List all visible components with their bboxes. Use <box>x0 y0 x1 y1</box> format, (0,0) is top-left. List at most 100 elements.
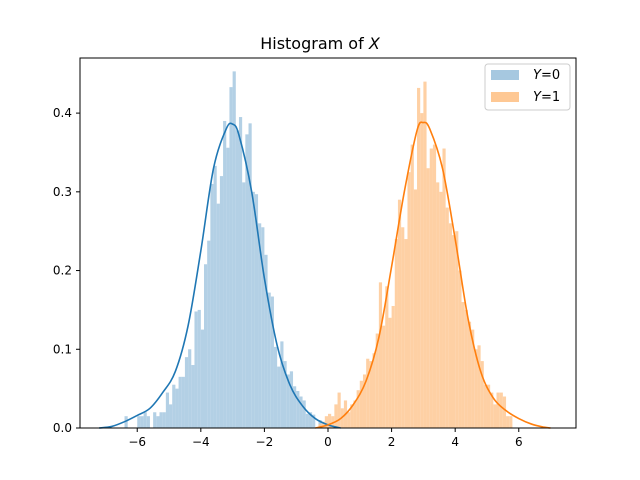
bar-series1-bin60 <box>509 416 513 428</box>
bar-series1-bin0 <box>318 424 322 428</box>
bar-series1-bin14 <box>362 374 367 428</box>
bar-series1-bin58 <box>502 396 507 428</box>
bar-series0-bin46 <box>270 296 274 428</box>
bar-series1-bin40 <box>445 207 449 428</box>
bar-series0-bin17 <box>178 376 182 428</box>
bar-series1-bin36 <box>432 144 437 428</box>
bar-series0-bin21 <box>191 365 195 428</box>
chart-title-variable: X <box>368 34 381 53</box>
bar-series0-bin10 <box>156 416 160 428</box>
x-tick-label-2: −2 <box>256 435 274 449</box>
bar-series1-bin5 <box>334 404 338 428</box>
bar-series0-bin16 <box>175 388 179 428</box>
bar-series1-bin52 <box>483 384 487 428</box>
legend-swatch-y1 <box>491 92 519 102</box>
bar-series1-bin23 <box>391 305 395 428</box>
bar-series0-bin25 <box>204 264 208 428</box>
y-tick-label-4: 0.4 <box>53 106 72 120</box>
x-tick-label-6: 6 <box>515 435 523 449</box>
bar-series0-bin20 <box>188 349 192 428</box>
y-tick-label-1: 0.1 <box>53 342 72 356</box>
plot-area-frame <box>79 57 577 429</box>
bar-series1-bin27 <box>404 239 408 428</box>
bar-series0-bin48 <box>277 366 281 428</box>
bar-series0-bin57 <box>305 413 309 428</box>
bar-series1-bin37 <box>436 182 440 428</box>
bar-series1-bin6 <box>337 392 341 428</box>
series-1-bars <box>318 81 513 429</box>
bar-series1-bin56 <box>496 392 500 428</box>
bar-series1-bin11 <box>353 400 357 428</box>
bar-series1-bin46 <box>464 309 468 428</box>
bar-series0-bin31 <box>223 120 227 428</box>
legend-label-y0: Y=0 <box>533 68 560 83</box>
bar-series1-bin22 <box>388 317 392 428</box>
bar-series0-bin9 <box>153 412 157 428</box>
bar-series1-bin35 <box>429 148 433 428</box>
bar-series0-bin45 <box>267 292 271 428</box>
bar-series1-bin9 <box>347 412 351 428</box>
bar-series1-bin20 <box>382 325 386 428</box>
bar-series0-bin5 <box>140 416 144 428</box>
bar-series0-bin49 <box>280 341 284 428</box>
bar-series1-bin54 <box>490 392 494 428</box>
bar-series0-bin33 <box>229 87 233 428</box>
bar-series1-bin29 <box>410 144 414 428</box>
bar-series1-bin26 <box>401 227 405 428</box>
legend-label-y1-var: Y <box>533 90 542 105</box>
bar-series0-bin34 <box>232 71 236 428</box>
bar-series0-bin37 <box>242 182 246 428</box>
bar-series1-bin39 <box>442 148 446 428</box>
density-curve-series0 <box>98 122 341 429</box>
bar-series0-bin44 <box>264 254 268 428</box>
bar-series1-bin59 <box>506 416 510 428</box>
bar-series0-bin14 <box>169 404 173 428</box>
bar-series0-bin11 <box>159 412 163 428</box>
bar-series0-bin54 <box>296 391 300 428</box>
bar-series1-bin42 <box>452 235 456 428</box>
bar-series0-bin27 <box>210 183 214 428</box>
bar-series0-bin55 <box>299 396 303 428</box>
bar-series1-bin43 <box>455 231 459 428</box>
bar-series1-bin10 <box>350 404 354 428</box>
bar-series0-bin41 <box>254 194 259 428</box>
bar-series1-bin45 <box>461 302 465 428</box>
density-curves <box>98 121 551 429</box>
bar-series1-bin51 <box>480 361 484 428</box>
bar-series0-bin47 <box>273 346 278 428</box>
bar-series1-bin57 <box>499 392 503 428</box>
bar-series1-bin2 <box>324 416 328 428</box>
bar-series0-bin58 <box>308 412 313 428</box>
bar-series1-bin48 <box>471 329 475 428</box>
bar-series0-bin13 <box>165 392 170 428</box>
y-tick-label-0: 0.0 <box>53 421 72 435</box>
bar-series1-bin34 <box>426 168 430 428</box>
bar-series1-bin3 <box>328 413 332 428</box>
bar-series0-bin23 <box>197 309 201 428</box>
bar-series1-bin38 <box>439 191 443 428</box>
bar-series0-bin51 <box>286 374 290 428</box>
bar-series0-bin53 <box>293 386 297 428</box>
bar-series0-bin40 <box>251 191 255 428</box>
bar-series0-bin59 <box>312 414 316 428</box>
bar-series0-bin32 <box>226 147 230 429</box>
bar-series0-bin42 <box>258 223 262 428</box>
bar-series0-bin56 <box>302 400 306 428</box>
bar-series1-bin13 <box>359 380 363 428</box>
bar-series0-bin52 <box>289 371 294 428</box>
bar-series0-bin38 <box>245 134 249 429</box>
bar-series1-bin30 <box>413 189 418 428</box>
bar-series1-bin47 <box>467 321 472 428</box>
legend-label-y0-var: Y <box>533 68 542 83</box>
chart-title: Histogram of X <box>260 34 381 53</box>
density-curve-series1 <box>315 121 551 429</box>
bar-series1-bin28 <box>407 172 411 428</box>
bar-series1-bin15 <box>366 358 370 428</box>
legend-label-y0-value: =0 <box>541 68 560 83</box>
bar-series0-bin22 <box>194 311 198 428</box>
bar-series1-bin33 <box>423 81 427 429</box>
histogram-bars <box>124 71 513 429</box>
legend: Y=0 Y=1 <box>484 63 571 111</box>
legend-label-y1: Y=1 <box>533 90 560 105</box>
bar-series1-bin18 <box>375 333 379 428</box>
